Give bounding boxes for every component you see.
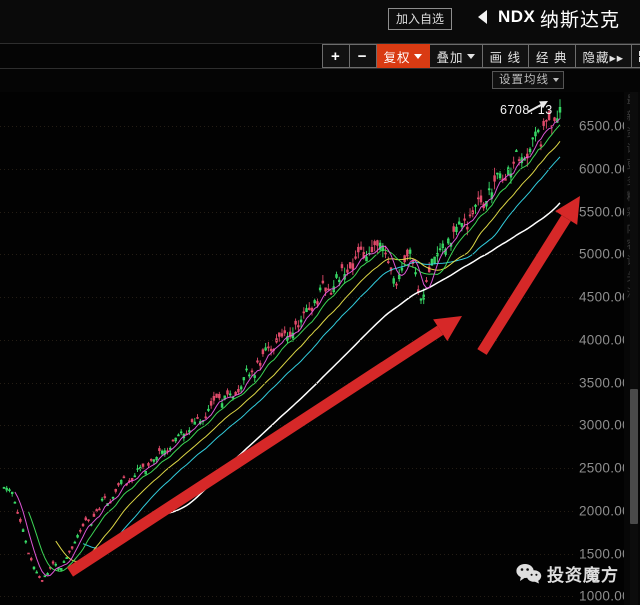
y-axis-tick: 5500.00 <box>579 204 630 220</box>
y-axis-tick: 1000.00 <box>579 588 630 604</box>
symbol-code: NDX <box>498 7 536 26</box>
chart-area[interactable]: 6500.00 6000.00 5500.00 5000.00 4500.00 4000.… <box>0 92 640 605</box>
header-bar: 加入自选 NDX 纳斯达克 <box>0 0 640 43</box>
gridline <box>0 297 575 299</box>
gridline <box>0 126 575 128</box>
gridline <box>0 168 575 170</box>
header-divider-top <box>0 43 640 44</box>
zoom-out-button[interactable]: − <box>349 44 377 68</box>
y-axis-tick: 3000.00 <box>579 417 630 433</box>
chevron-down-icon <box>466 53 475 59</box>
chevron-down-icon <box>553 78 559 82</box>
gridline <box>0 596 575 598</box>
draw-line-button[interactable]: 画 线 <box>482 44 530 68</box>
adjust-price-label: 复权 <box>383 50 411 65</box>
zoom-in-button[interactable]: + <box>322 44 350 68</box>
y-axis-tick: 4500.00 <box>579 289 630 305</box>
overlay-dropdown[interactable]: 叠加 <box>429 44 483 68</box>
ma-setting-dropdown[interactable]: 设置均线 <box>492 71 564 89</box>
last-price-label: 6708. 13 <box>500 103 553 117</box>
adjust-price-dropdown[interactable]: 复权 <box>376 44 430 68</box>
overlay-label: 叠加 <box>436 50 464 65</box>
vertical-scrollbar[interactable] <box>630 92 638 605</box>
watermark: 投资魔方 <box>516 561 619 586</box>
y-axis-tick: 3500.00 <box>579 375 630 391</box>
header-divider-bottom <box>0 68 640 69</box>
ma-setting-label: 设置均线 <box>499 74 549 86</box>
y-axis-tick: 2500.00 <box>579 460 630 476</box>
y-axis-tick: 2000.00 <box>579 503 630 519</box>
chevron-down-icon <box>413 53 422 59</box>
classic-view-button[interactable]: 经 典 <box>529 44 576 68</box>
add-favorite-button[interactable]: 加入自选 <box>388 8 452 30</box>
y-axis-tick: 6500.00 <box>579 118 630 134</box>
wechat-icon <box>516 564 542 584</box>
symbol-name: 纳斯达克 <box>540 10 621 31</box>
fullscreen-button[interactable] <box>632 44 640 68</box>
watermark-text: 投资魔方 <box>547 566 619 585</box>
chart-toolbar: + − 复权 叠加 画 线 经 典 隐藏▸▸ <box>322 44 640 68</box>
gridline <box>0 211 575 213</box>
y-axis-labels: 6500.00 6000.00 5500.00 5000.00 4500.00 4000.… <box>0 92 640 605</box>
y-axis-tick: 5000.00 <box>579 246 630 262</box>
y-axis-tick: 6000.00 <box>579 161 630 177</box>
y-axis-tick: 4000.00 <box>579 332 630 348</box>
gridline <box>0 254 575 256</box>
hide-panel-button[interactable]: 隐藏▸▸ <box>575 44 633 68</box>
scrollbar-thumb[interactable] <box>630 389 638 524</box>
y-axis-tick: 1500.00 <box>579 546 630 562</box>
back-triangle-icon[interactable] <box>478 10 487 24</box>
